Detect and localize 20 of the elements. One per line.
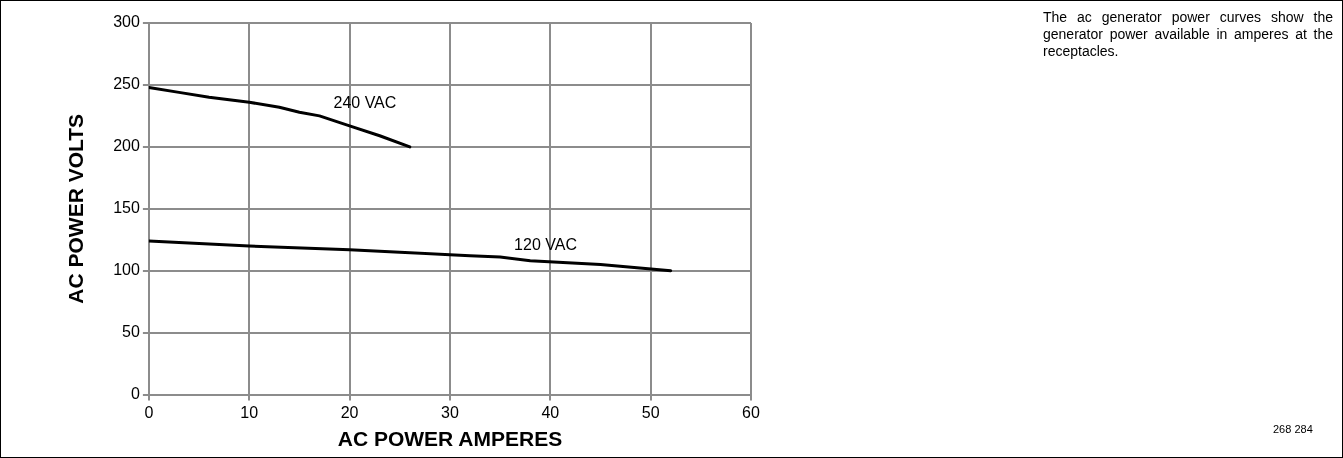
- x-tick-label: 10: [240, 403, 259, 421]
- x-tick-label: 60: [742, 403, 760, 421]
- series-label: 120 VAC: [514, 235, 577, 253]
- y-tick-label: 250: [113, 75, 140, 93]
- y-axis-title: AC POWER VOLTS: [64, 113, 88, 304]
- x-tick-label: 0: [144, 403, 154, 421]
- y-tick-label: 100: [113, 261, 140, 279]
- y-tick-label: 200: [113, 137, 140, 155]
- y-tick-label: 50: [122, 323, 140, 341]
- y-tick-label: 300: [113, 13, 140, 31]
- x-axis-title: AC POWER AMPERES: [337, 427, 563, 451]
- series-label: 240 VAC: [333, 94, 397, 112]
- y-tick-label: 0: [130, 385, 140, 403]
- text: 268 284: [1273, 423, 1313, 435]
- x-tick-label: 50: [641, 403, 660, 421]
- x-tick-label: 40: [541, 403, 560, 421]
- x-tick-label: 20: [340, 403, 359, 421]
- text: The ac generator power curves show the generator power available in amperes at the receptacles.: [1043, 9, 1333, 60]
- x-tick-label: 30: [441, 403, 459, 421]
- y-tick-label: 150: [113, 199, 140, 217]
